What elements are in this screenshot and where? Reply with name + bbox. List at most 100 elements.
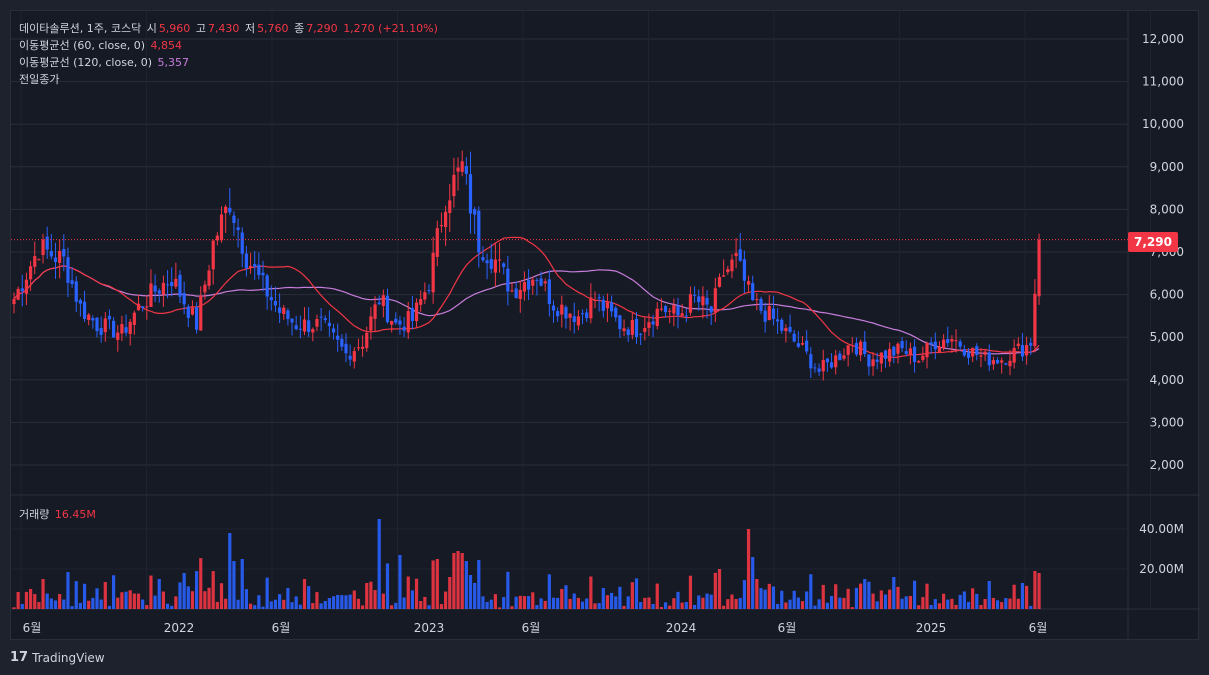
volume-bar: [174, 596, 178, 609]
candle-body: [136, 303, 141, 311]
candle-body: [460, 161, 464, 172]
volume-bar: [406, 576, 410, 609]
volume-bar: [556, 597, 560, 609]
candle-body: [468, 174, 473, 214]
candle-body: [178, 274, 182, 297]
price-tick-label: 2,000: [1150, 458, 1184, 472]
candle-body: [995, 359, 1000, 364]
volume-bar: [875, 601, 879, 609]
legend-volume[interactable]: 거래량 16.45M: [19, 506, 98, 522]
candle-body: [261, 272, 265, 276]
candle-body: [481, 257, 485, 261]
volume-bar: [672, 598, 676, 609]
volume-bar: [975, 593, 979, 609]
candle-body: [813, 367, 817, 369]
candle-body: [340, 338, 344, 347]
price-tick-label: 9,000: [1150, 160, 1184, 174]
legend-close-label: 종: [294, 22, 305, 35]
candle-body: [244, 253, 248, 269]
legend-ma120[interactable]: 이동평균선 (120, close, 0) 5,357: [19, 54, 191, 70]
volume-bar: [792, 590, 796, 609]
volume-bar: [589, 576, 593, 609]
volume-bar: [921, 597, 925, 609]
candle-body: [253, 264, 257, 267]
volume-bar: [390, 605, 394, 609]
candle-body: [398, 320, 402, 325]
volume-bar: [655, 583, 659, 609]
candle-body: [912, 346, 917, 362]
volume-bar: [1029, 605, 1033, 609]
chart-frame[interactable]: 12,000 11,000 10,000 9,000 8,000 7,000 6,000 5,…: [10, 10, 1200, 641]
legend-prev-close[interactable]: 전일종가: [19, 71, 61, 87]
candle-body: [738, 249, 742, 261]
volume-bar: [726, 599, 730, 609]
volume-bar: [232, 561, 236, 609]
candle-body: [269, 296, 273, 301]
volume-bar: [896, 586, 900, 609]
candle-body: [576, 316, 580, 326]
volume-bar: [336, 594, 340, 609]
candle-body: [551, 305, 556, 311]
candle-body: [543, 281, 547, 284]
candle-body: [668, 310, 672, 312]
candle-body: [385, 295, 390, 323]
tradingview-logo[interactable]: 17 TradingView: [10, 650, 105, 665]
volume-bar: [356, 598, 361, 609]
volume-bar: [709, 594, 713, 609]
candle-body: [742, 259, 746, 281]
legend-ma60[interactable]: 이동평균선 (60, close, 0) 4,854: [19, 37, 184, 53]
volume-bar: [846, 588, 850, 609]
volume-bar: [302, 579, 307, 609]
volume-bar: [331, 596, 336, 609]
candle-body: [755, 299, 759, 301]
volume-bar: [560, 588, 564, 609]
candle-body: [946, 339, 950, 344]
volume-bar: [854, 587, 859, 609]
candle-body: [817, 368, 821, 372]
candle-body: [717, 276, 722, 287]
volume-bar: [663, 602, 668, 609]
candle-body: [921, 355, 925, 360]
volume-bar: [767, 583, 771, 609]
candle-body: [1008, 360, 1012, 367]
volume-bar: [74, 581, 78, 609]
volume-bar: [502, 597, 506, 609]
candle-body: [265, 275, 269, 297]
candle-body: [859, 341, 863, 356]
volume-bar: [82, 583, 87, 609]
time-tick-label: 6월: [272, 621, 291, 635]
candle-body: [759, 298, 763, 311]
volume-bar: [825, 602, 829, 609]
volume-bar: [103, 582, 107, 609]
volume-bar: [701, 597, 705, 609]
candle-body: [473, 209, 477, 215]
candle-body: [854, 343, 859, 355]
candle-body: [622, 328, 626, 332]
candle-body: [170, 281, 174, 287]
volume-bar: [207, 587, 211, 609]
prev-close-label: 전일종가: [19, 73, 60, 86]
volume-bar: [311, 603, 315, 609]
volume-bar: [668, 605, 672, 609]
candle-body: [825, 358, 829, 363]
volume-bar: [1012, 584, 1016, 609]
candle-body: [477, 210, 481, 253]
candle-body: [688, 294, 693, 313]
volume-bar: [464, 561, 468, 609]
candle-body: [497, 259, 502, 261]
candle-body: [917, 361, 921, 363]
volume-bar: [236, 599, 240, 609]
volume-bar: [912, 580, 917, 609]
volume-bar: [622, 605, 626, 609]
volume-bar: [954, 604, 958, 609]
volume-bar: [410, 590, 414, 609]
volume-bar: [460, 553, 464, 609]
price-chart[interactable]: 12,00011,00010,0009,0008,0007,0006,0005,…: [11, 11, 1200, 641]
volume-value: 16.45M: [54, 508, 96, 521]
candle-body: [539, 278, 543, 286]
candle-body: [888, 348, 892, 362]
volume-bar: [688, 575, 693, 609]
volume-bar: [966, 601, 971, 609]
candle-body: [381, 295, 385, 306]
candle-body: [141, 306, 145, 308]
